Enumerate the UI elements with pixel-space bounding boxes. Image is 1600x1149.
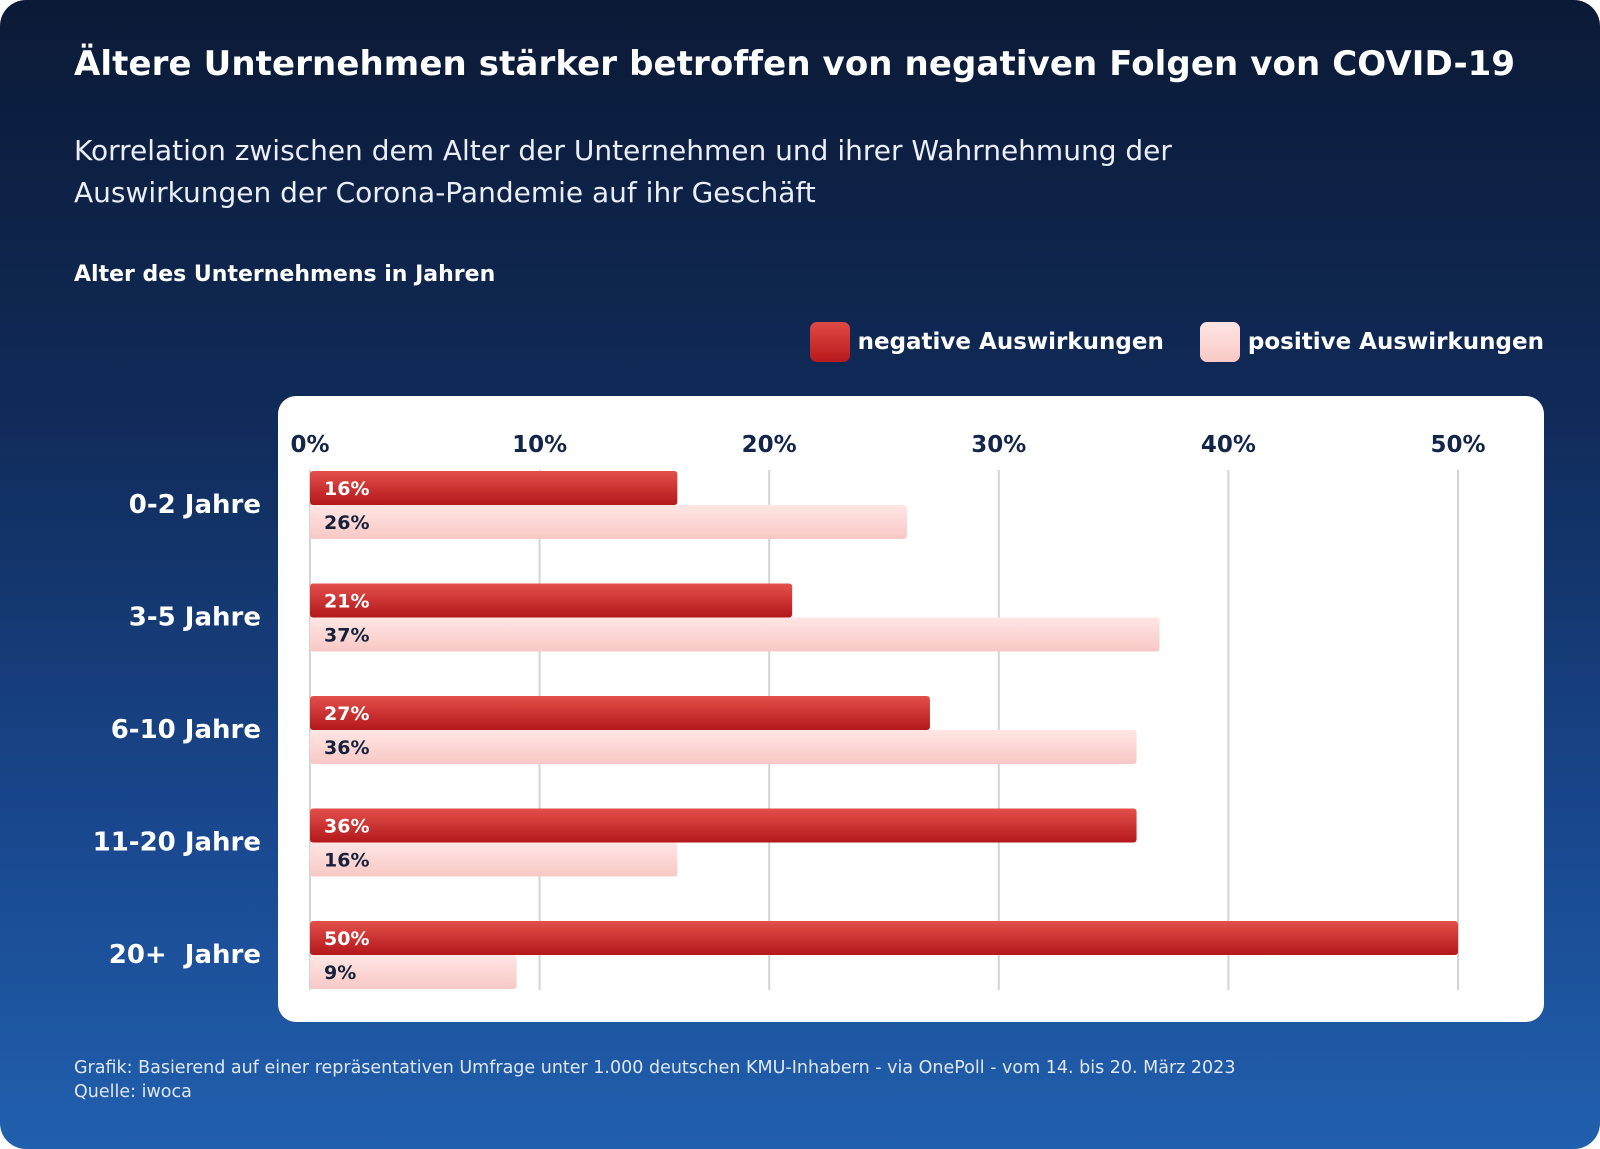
x-tick-label: 30% bbox=[971, 432, 1026, 458]
category-label: 6-10 Jahre bbox=[111, 715, 261, 745]
bar-negative bbox=[310, 583, 793, 618]
bar-negative bbox=[310, 808, 1137, 843]
legend-label-positive: positive Auswirkungen bbox=[1247, 329, 1544, 355]
footer: Grafik: Basierend auf einer repräsentati… bbox=[74, 1056, 1235, 1104]
chart-subtitle: Korrelation zwischen dem Alter der Unter… bbox=[74, 134, 1172, 209]
legend-swatch-negative bbox=[809, 322, 850, 362]
bar-label-positive: 16% bbox=[324, 850, 369, 872]
bar-negative bbox=[310, 921, 1458, 955]
chart-title: Ältere Unternehmen stärker betroffen von… bbox=[74, 44, 1516, 84]
bar-label-negative: 36% bbox=[324, 816, 369, 838]
legend-item-positive: positive Auswirkungen bbox=[1199, 322, 1544, 362]
bar-label-positive: 36% bbox=[324, 737, 369, 759]
legend-label-negative: negative Auswirkungen bbox=[857, 329, 1164, 355]
bar-label-negative: 21% bbox=[324, 591, 369, 613]
bar-positive bbox=[310, 617, 1160, 652]
footer-source: Quelle: iwoca bbox=[74, 1082, 192, 1102]
x-tick-label: 20% bbox=[742, 432, 797, 458]
bar-label-negative: 27% bbox=[324, 703, 369, 725]
legend-item-negative: negative Auswirkungen bbox=[809, 322, 1164, 362]
bar-label-positive: 26% bbox=[324, 512, 369, 534]
footer-note: Grafik: Basierend auf einer repräsentati… bbox=[74, 1058, 1236, 1078]
legend-swatch-positive bbox=[1199, 322, 1240, 362]
bar-negative bbox=[310, 471, 678, 505]
legend: negative Auswirkungen positive Auswirkun… bbox=[809, 322, 1544, 362]
bar-negative bbox=[310, 696, 930, 730]
x-tick-label: 40% bbox=[1201, 432, 1256, 458]
x-tick-label: 50% bbox=[1430, 432, 1485, 458]
category-label: 11-20 Jahre bbox=[93, 828, 261, 858]
bar-label-negative: 16% bbox=[324, 478, 369, 500]
bar-positive bbox=[310, 730, 1137, 764]
category-label: 3-5 Jahre bbox=[129, 603, 261, 633]
bar-positive bbox=[310, 842, 678, 877]
bar-label-positive: 9% bbox=[324, 962, 356, 984]
bar-label-negative: 50% bbox=[324, 928, 369, 950]
bar-positive bbox=[310, 955, 517, 989]
y-axis-caption: Alter des Unternehmens in Jahren bbox=[74, 262, 496, 287]
category-label: 20+ Jahre bbox=[109, 940, 261, 970]
bar-positive bbox=[310, 505, 907, 539]
bar-label-positive: 37% bbox=[324, 625, 369, 647]
category-label: 0-2 Jahre bbox=[129, 490, 261, 520]
x-tick-label: 0% bbox=[290, 432, 329, 458]
x-tick-label: 10% bbox=[512, 432, 567, 458]
